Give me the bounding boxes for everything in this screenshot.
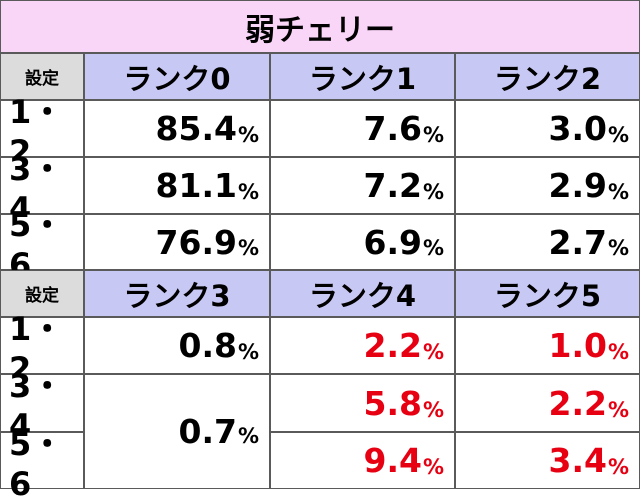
value-cell: 81.1%: [84, 157, 270, 214]
value-cell: 0.8%: [84, 317, 270, 374]
value: 5.8: [363, 383, 422, 423]
percent-sign: %: [607, 123, 629, 147]
percent-sign: %: [607, 340, 629, 364]
value-cell-highlight: 2.2%: [270, 317, 455, 374]
percent-sign: %: [237, 236, 259, 260]
value-cell-highlight: 9.4%: [270, 432, 455, 489]
column-header-rank0: ランク0: [84, 53, 270, 100]
value: 2.9: [548, 166, 607, 205]
setting-label: 設定: [0, 53, 84, 100]
percent-sign: %: [422, 123, 444, 147]
column-header-rank3: ランク3: [84, 270, 270, 317]
value-cell-highlight: 1.0%: [455, 317, 640, 374]
value-cell-merged: 0.7%: [84, 374, 270, 489]
value: 6.9: [363, 222, 422, 262]
value: 3.4: [548, 441, 607, 480]
value: 2.2: [548, 383, 607, 423]
value: 2.7: [548, 222, 607, 262]
percent-sign: %: [607, 398, 629, 422]
percent-sign: %: [422, 398, 444, 422]
value-cell: 6.9%: [270, 214, 455, 270]
percent-sign: %: [422, 180, 444, 204]
setting-label: 設定: [0, 270, 84, 317]
value-cell: 85.4%: [84, 100, 270, 157]
percent-sign: %: [607, 455, 629, 479]
percent-sign: %: [422, 236, 444, 260]
value: 85.4: [155, 109, 237, 148]
value: 7.6: [363, 109, 422, 148]
column-header-rank5: ランク5: [455, 270, 640, 317]
setting-1-2: 1・2: [0, 93, 84, 171]
percent-sign: %: [607, 180, 629, 204]
column-header-rank1: ランク1: [270, 53, 455, 100]
value-cell: 2.7%: [455, 214, 640, 270]
value-cell-highlight: 3.4%: [455, 432, 640, 489]
value: 2.2: [363, 326, 422, 365]
value: 0.7: [178, 412, 237, 451]
setting-5-6: 5・6: [0, 206, 84, 284]
setting-3-4: 3・4: [0, 367, 84, 445]
value-cell: 76.9%: [84, 214, 270, 270]
value-cell-highlight: 5.8%: [270, 374, 455, 432]
column-header-rank4: ランク4: [270, 270, 455, 317]
value: 76.9: [155, 222, 237, 262]
percent-sign: %: [237, 424, 259, 448]
percent-sign: %: [237, 180, 259, 204]
percent-sign: %: [237, 340, 259, 364]
value-cell: 7.2%: [270, 157, 455, 214]
setting-5-6: 5・6: [0, 425, 84, 503]
value: 9.4: [363, 441, 422, 480]
value: 1.0: [548, 326, 607, 365]
column-header-rank2: ランク2: [455, 53, 640, 100]
value: 81.1: [155, 166, 237, 205]
value: 7.2: [363, 166, 422, 205]
value-cell: 2.9%: [455, 157, 640, 214]
percent-sign: %: [422, 455, 444, 479]
percent-sign: %: [237, 123, 259, 147]
percent-sign: %: [607, 236, 629, 260]
setting-3-4: 3・4: [0, 150, 84, 228]
value-cell: 3.0%: [455, 100, 640, 157]
table-title: 弱チェリー: [0, 0, 640, 53]
value-cell: 7.6%: [270, 100, 455, 157]
percent-sign: %: [422, 340, 444, 364]
value: 0.8: [178, 326, 237, 365]
value-cell-highlight: 2.2%: [455, 374, 640, 432]
value: 3.0: [548, 109, 607, 148]
